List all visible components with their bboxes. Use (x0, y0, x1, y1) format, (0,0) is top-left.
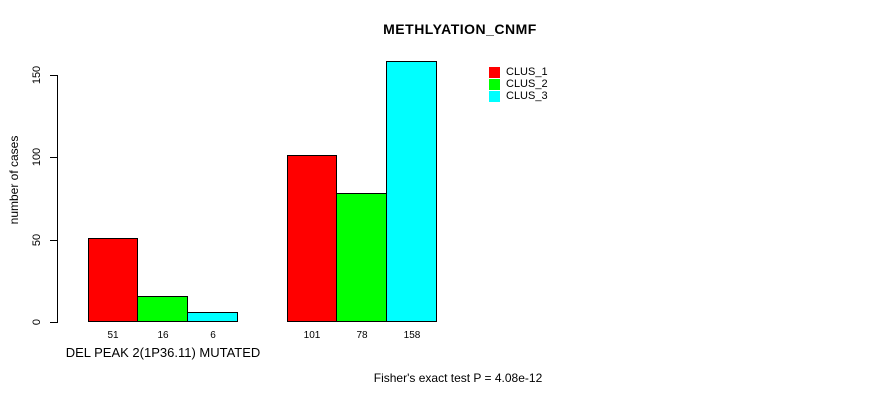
y-axis-label: number of cases (7, 135, 21, 225)
bar-value-label: 6 (210, 330, 216, 341)
y-tick-mark (50, 240, 57, 241)
bar-clus_1-group1 (88, 238, 138, 322)
fisher-test-annotation: Fisher's exact test P = 4.08e-12 (373, 371, 543, 385)
legend-swatch-clus_2 (489, 78, 500, 90)
bar-value-label: 16 (157, 330, 169, 341)
chart-title: METHLYATION_CNMF (383, 21, 537, 37)
legend-label: CLUS_1 (506, 65, 548, 78)
y-tick-label: 100 (31, 147, 43, 167)
legend-item-clus_2: CLUS_2 (489, 78, 548, 90)
x-axis-group-label: DEL PEAK 2(1P36.11) MUTATED (65, 345, 261, 360)
bar-clus_2-group1 (137, 296, 188, 322)
bar-value-label: 51 (107, 330, 119, 341)
y-tick-mark (50, 157, 57, 158)
legend-swatch-clus_3 (489, 90, 500, 102)
y-tick-label: 50 (31, 233, 43, 247)
legend-item-clus_3: CLUS_3 (489, 90, 548, 102)
y-tick-mark (50, 322, 57, 323)
y-tick-label: 150 (31, 65, 43, 85)
y-axis-line (57, 75, 58, 323)
y-tick-mark (50, 75, 57, 76)
legend-label: CLUS_2 (506, 77, 548, 90)
bar-clus_3-group1 (187, 312, 238, 322)
legend-item-clus_1: CLUS_1 (489, 66, 548, 78)
y-tick-label: 0 (31, 318, 43, 326)
legend-label: CLUS_3 (506, 89, 548, 102)
legend-swatch-clus_1 (489, 66, 500, 78)
bar-clus_2-group2 (336, 193, 387, 322)
bar-value-label: 158 (403, 330, 421, 341)
legend: CLUS_1 CLUS_2 CLUS_3 (489, 66, 548, 102)
bar-clus_3-group2 (386, 61, 437, 322)
bar-clus_1-group2 (287, 155, 337, 322)
bar-value-label: 78 (356, 330, 368, 341)
bar-value-label: 101 (303, 330, 321, 341)
